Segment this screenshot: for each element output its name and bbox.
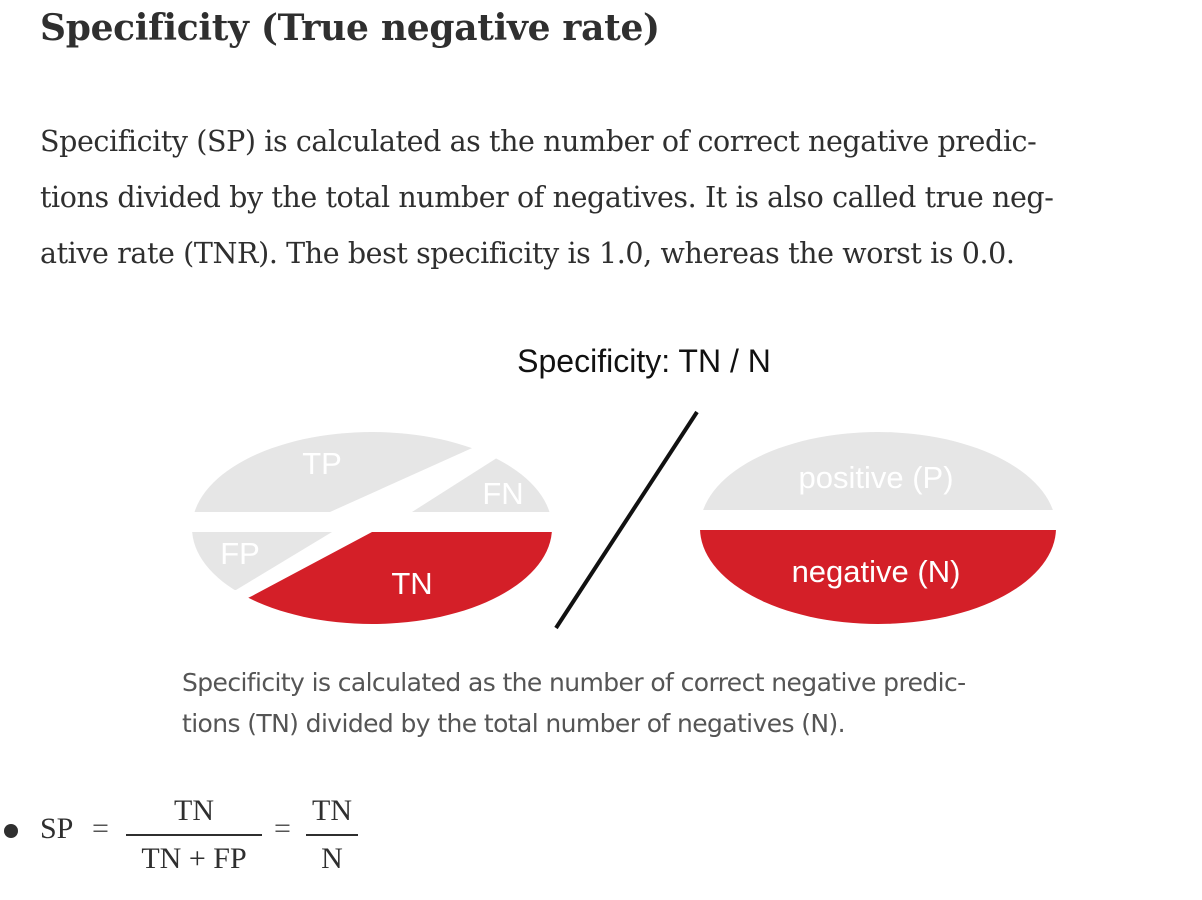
paragraph-line: Specificity (SP) is calculated as the nu… — [40, 125, 1037, 158]
caption-line: tions (TN) divided by the total number o… — [182, 709, 846, 738]
positive-region — [703, 432, 1053, 510]
fraction-tn-over-tn-plus-fp: TN TN + FP — [126, 794, 262, 876]
equals-sign: = — [274, 812, 291, 845]
formula-lhs: SP — [40, 812, 74, 845]
caption-line: Specificity is calculated as the number … — [182, 668, 966, 697]
tn-label: TN — [391, 566, 432, 601]
fn-label: FN — [482, 476, 523, 511]
negative-region — [700, 530, 1056, 624]
specificity-formula: SP = TN TN + FP = TN N — [0, 786, 600, 886]
negative-label: negative (N) — [792, 554, 961, 589]
fp-region — [192, 532, 332, 590]
fraction-numerator: TN — [312, 794, 352, 827]
tp-label: TP — [302, 446, 342, 481]
fraction-tn-over-n: TN N — [306, 794, 358, 876]
section-heading: Specificity (True negative rate) — [40, 7, 660, 49]
fraction-denominator: TN + FP — [141, 842, 247, 875]
fp-label: FP — [220, 536, 260, 571]
left-ellipse — [192, 432, 552, 624]
figure-caption: Specificity is calculated as the number … — [182, 662, 1082, 744]
equals-sign: = — [92, 812, 109, 845]
paragraph-line: tions divided by the total number of neg… — [40, 181, 1054, 214]
positive-label: positive (P) — [798, 460, 953, 495]
specificity-diagram: Specificity: TN / N TP FN FP TN — [0, 300, 1202, 760]
division-slash — [554, 410, 699, 630]
body-paragraph: Specificity (SP) is calculated as the nu… — [40, 114, 1180, 282]
diagram-title: Specificity: TN / N — [517, 343, 771, 379]
bullet-icon — [4, 824, 18, 838]
paragraph-line: ative rate (TNR). The best specificity i… — [40, 237, 1015, 270]
fraction-denominator: N — [321, 842, 343, 875]
fraction-bar — [306, 834, 358, 836]
diagram-svg: Specificity: TN / N TP FN FP TN — [192, 343, 1056, 630]
fraction-numerator: TN — [174, 794, 214, 827]
fraction-bar — [126, 834, 262, 836]
